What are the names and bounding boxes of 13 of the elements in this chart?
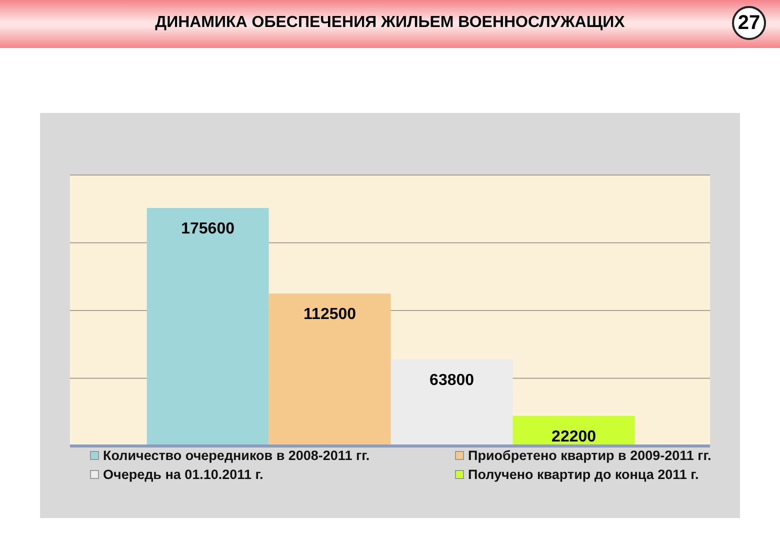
chart-title: ДИНАМИКА ОБЕСПЕЧЕНИЯ ЖИЛЬЕМ ВОЕННОСЛУЖАЩИХ (155, 14, 625, 31)
legend-label: Очередь на 01.10.2011 г. (103, 467, 264, 482)
legend-label: Приобретено квартир в 2009-2011 гг. (468, 448, 712, 463)
legend-label: Количество очередников в 2008-2011 гг. (103, 448, 370, 463)
bar (268, 294, 391, 446)
data-label: 22200 (552, 428, 596, 446)
legend-label: Получено квартир до конца 2011 г. (468, 467, 699, 482)
bar (146, 208, 269, 446)
bar (390, 360, 513, 446)
data-label: 175600 (181, 220, 235, 238)
text: 27 (738, 12, 760, 34)
data-label: 112500 (304, 306, 356, 323)
data-label: 63800 (430, 372, 474, 389)
